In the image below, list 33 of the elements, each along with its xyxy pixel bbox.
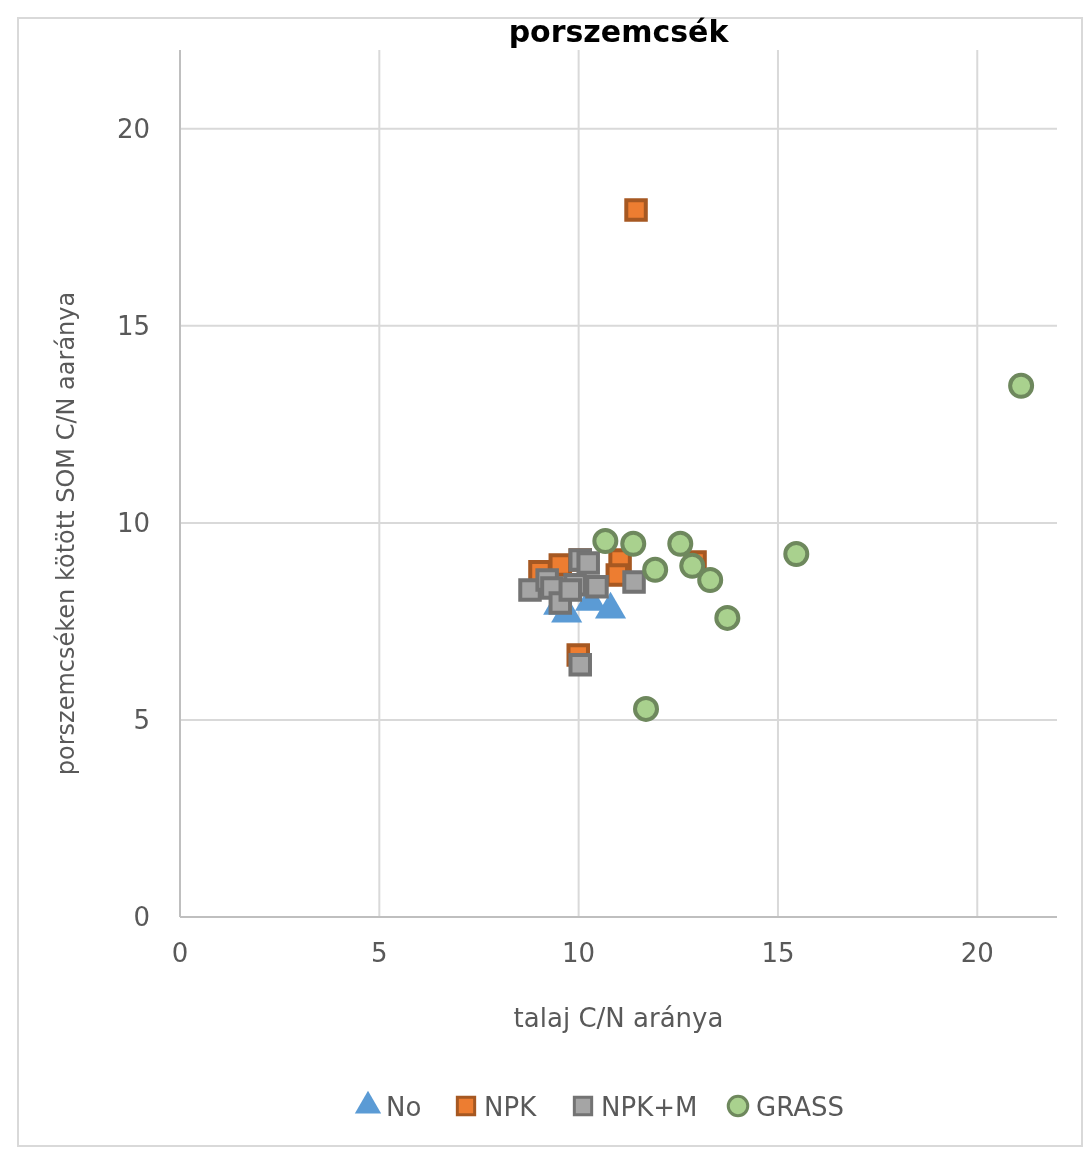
point	[620, 530, 647, 557]
y-tick-label: 15	[116, 310, 150, 341]
legend-label: No	[386, 1092, 422, 1122]
point	[622, 570, 646, 594]
point	[592, 528, 619, 555]
x-tick-label: 10	[562, 938, 596, 968]
point	[783, 541, 810, 568]
x-tick-label: 0	[171, 938, 189, 968]
y-axis-title: porszemcséken kötött SOM C/N aaránya	[52, 291, 80, 776]
point	[633, 695, 659, 722]
x-axis-title: talaj C/N aránya	[513, 1003, 724, 1033]
point	[714, 604, 741, 631]
x-tick-label: 5	[371, 938, 388, 968]
y-tick-label: 10	[116, 507, 150, 538]
legend-label: NPK	[484, 1092, 538, 1122]
point	[642, 556, 669, 583]
x-tick-label: 20	[960, 938, 994, 968]
x-tick-label: 15	[761, 938, 795, 968]
point	[585, 575, 609, 599]
legend-label: GRASS	[756, 1092, 844, 1122]
y-tick-label: 5	[133, 704, 150, 735]
y-tick-label: 0	[133, 902, 150, 932]
point	[624, 198, 648, 222]
point	[576, 551, 600, 575]
legend-label: NPK+M	[601, 1092, 698, 1122]
point	[568, 653, 592, 677]
point	[679, 552, 706, 579]
point	[558, 578, 583, 602]
chart-title: porszemcsék	[508, 14, 730, 49]
y-tick-label: 20	[116, 113, 150, 144]
point	[697, 567, 724, 594]
point	[667, 530, 694, 557]
point	[1008, 372, 1035, 399]
